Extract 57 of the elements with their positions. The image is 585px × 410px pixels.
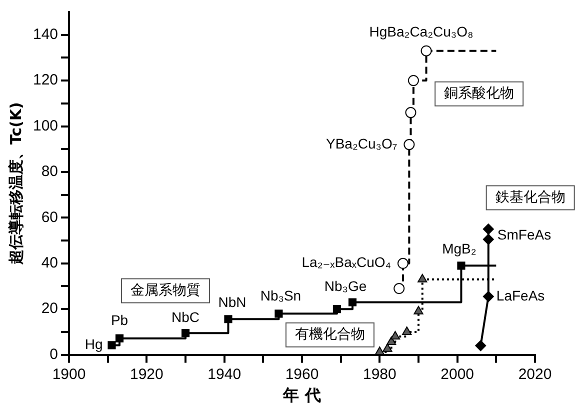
point — [115, 334, 124, 342]
series-label: 鉄基化合物 — [495, 189, 566, 206]
x-tick-label: 2000 — [440, 366, 474, 383]
point — [348, 298, 357, 306]
data-label: LaFeAs — [496, 287, 545, 304]
x-axis-title: 年 代 — [282, 386, 321, 405]
data-label: Pb — [110, 312, 128, 328]
point — [404, 139, 415, 150]
point — [418, 274, 428, 282]
x-tick-label: 1960 — [285, 366, 319, 383]
x-tick-label: 1940 — [208, 366, 242, 383]
data-label: YBa₂Cu₃O₇ — [326, 135, 398, 152]
y-tick-label: 40 — [41, 254, 58, 272]
point — [382, 343, 392, 352]
y-tick-label: 80 — [41, 163, 58, 180]
point — [457, 262, 466, 270]
series-label: 有機化合物 — [294, 326, 365, 343]
point — [402, 326, 412, 335]
point — [332, 305, 341, 314]
point — [394, 283, 405, 294]
point — [475, 340, 486, 352]
series-label: 銅系酸化物 — [444, 86, 514, 102]
point — [405, 107, 416, 118]
x-tick-label: 2020 — [518, 366, 552, 383]
text: 金属系物質 — [130, 282, 200, 298]
point — [274, 310, 283, 318]
data-label: Nb₃Sn — [260, 288, 302, 304]
y-tick-label: 120 — [32, 72, 58, 89]
y-tick-label: 0 — [50, 346, 58, 363]
point — [482, 224, 494, 235]
point — [181, 329, 190, 338]
point — [108, 341, 116, 350]
point — [397, 258, 408, 269]
data-label: Hg — [84, 336, 103, 352]
point — [408, 75, 419, 86]
point — [482, 234, 494, 245]
point — [224, 315, 232, 324]
y-tick-label: 60 — [41, 208, 58, 226]
y-tick-label: 140 — [32, 26, 58, 43]
point — [390, 331, 400, 340]
x-tick-label: 1900 — [52, 366, 86, 383]
point — [374, 346, 385, 355]
data-label: La₂₋ₓBaₓCuO₄ — [302, 254, 392, 270]
point — [482, 291, 494, 302]
x-tick-label: 1920 — [130, 366, 164, 383]
data-label: Nb₃Ge — [324, 278, 367, 294]
data-label: MgB₂ — [442, 240, 476, 257]
data-label: SmFeAs — [497, 226, 552, 242]
data-label: NbN — [218, 294, 246, 310]
data-label: HgBa₂Ca₂Cu₃O₈ — [369, 24, 474, 40]
point — [414, 306, 424, 314]
y-tick-label: 20 — [41, 300, 58, 318]
data-label: NbC — [172, 308, 200, 325]
x-tick-label: 1980 — [362, 366, 396, 383]
y-tick-label: 100 — [32, 117, 58, 134]
y-axis-title: 超伝導転移温度、Tc(K) — [6, 102, 25, 266]
point — [420, 45, 432, 56]
